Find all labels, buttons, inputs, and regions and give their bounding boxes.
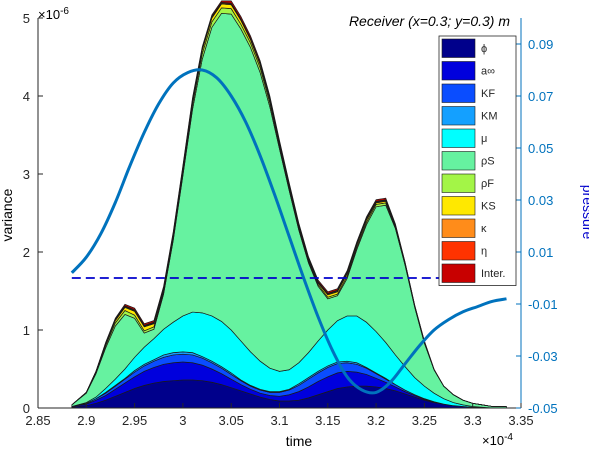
legend-label-10: η [481,246,487,258]
legend-label-2: a∞ [481,66,495,78]
x-tick-label-7: 3.2 [367,413,385,428]
y-tick-label-3: 3 [23,167,30,182]
y2-tick-label-6: 0.07 [528,89,553,104]
x-tick-label-4: 3.05 [219,413,244,428]
y-exponent-base: ×10 [38,7,60,22]
y2-axis-label: pressure [580,185,589,240]
x-tick-label-0: 2.85 [25,413,50,428]
axes: 2.85 2.9 2.95 3 3.05 3.1 3.15 3.2 3.25 3.3 3.35 0 1 2… [23,11,558,428]
legend-swatch-2 [441,61,476,81]
y2-tick-label-3: 0.01 [528,245,553,260]
x-exponent-base: ×10 [482,433,504,448]
legend-label-3: KF [481,88,495,100]
legend-swatch-6 [441,151,476,171]
y-tick-label-0: 0 [23,401,30,416]
y-tick-label-5: 5 [23,11,30,26]
y-exponent-power: -6 [60,6,69,17]
x-exponent-label: ×10-4 [482,432,513,448]
x-tick-label-3: 3 [179,413,186,428]
legend-label-4: KM [481,111,498,123]
x-tick-label-9: 3.3 [464,413,482,428]
y2-tick-label-7: 0.09 [528,37,553,52]
legend-swatch-5 [441,128,476,148]
legend-label-1: ϕ [481,43,487,55]
x-tick-label-6: 3.15 [315,413,340,428]
stacked-areas [71,0,507,409]
y-tick-label-2: 2 [23,245,30,260]
legend: ϕ a∞ KF KM μ ρS ρF KS κη Inter. [438,35,517,286]
pressure-line-layer [70,68,507,395]
legend-swatch-11 [441,263,476,283]
legend-label-6: ρS [481,156,495,168]
legend-label-11: Inter. [481,268,505,280]
x-tick-label-2: 2.95 [122,413,147,428]
legend-swatch-1 [441,38,476,58]
y2-tick-label-4: 0.03 [528,193,553,208]
legend-label-7: ρF [481,178,494,190]
legend-swatch-10 [441,241,476,261]
x-exponent-power: -4 [504,432,513,443]
legend-label-9: κ [481,223,487,235]
area-11-inter [71,0,507,407]
y2-tick-label-0: -0.05 [528,401,558,416]
y2-tick-label-1: -0.03 [528,349,558,364]
y-exponent-label: ×10-6 [38,6,69,22]
legend-label-8: KS [481,201,496,213]
y2-tick-label-5: 0.05 [528,141,553,156]
x-tick-label-10: 3.35 [508,413,533,428]
legend-label-5: μ [481,133,487,145]
y2-tick-label-2: -0.01 [528,297,558,312]
legend-swatch-9 [441,218,476,238]
legend-swatch-8 [441,196,476,216]
legend-swatch-4 [441,106,476,126]
x-tick-label-1: 2.9 [77,413,95,428]
y-tick-label-1: 1 [23,323,30,338]
pressure-line [70,68,507,395]
x-tick-label-8: 3.25 [412,413,437,428]
y-axis-label: variance [0,188,15,241]
legend-swatch-3 [441,83,476,103]
y-tick-label-4: 4 [23,89,30,104]
x-tick-label-5: 3.1 [270,413,288,428]
chart-title: Receiver (x=0.3; y=0.3) m [349,13,510,29]
x-axis-label: time [286,433,313,449]
legend-swatch-7 [441,173,476,193]
